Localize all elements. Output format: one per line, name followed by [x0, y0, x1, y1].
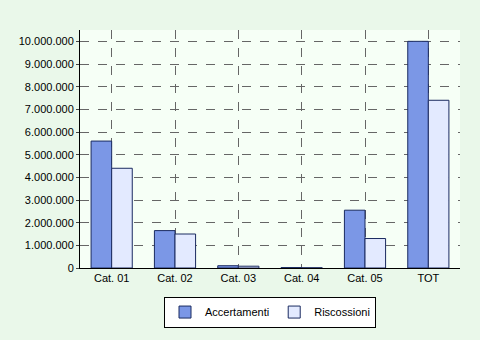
svg-text:Cat. 05: Cat. 05	[347, 272, 382, 284]
svg-text:Cat. 04: Cat. 04	[284, 272, 319, 284]
svg-text:5.000.000: 5.000.000	[25, 149, 74, 161]
svg-text:Cat. 01: Cat. 01	[94, 272, 129, 284]
svg-text:Accertamenti: Accertamenti	[205, 306, 269, 318]
svg-text:10.000.000: 10.000.000	[19, 35, 74, 47]
svg-text:2.000.000: 2.000.000	[25, 217, 74, 229]
svg-text:8.000.000: 8.000.000	[25, 81, 74, 93]
svg-text:6.000.000: 6.000.000	[25, 126, 74, 138]
svg-text:4.000.000: 4.000.000	[25, 171, 74, 183]
svg-text:1.000.000: 1.000.000	[25, 239, 74, 251]
svg-text:Cat. 03: Cat. 03	[221, 272, 256, 284]
svg-text:TOT: TOT	[417, 272, 439, 284]
svg-text:Cat. 02: Cat. 02	[157, 272, 192, 284]
svg-text:Riscossioni: Riscossioni	[314, 306, 370, 318]
svg-text:0: 0	[68, 262, 74, 274]
svg-text:7.000.000: 7.000.000	[25, 103, 74, 115]
svg-text:3.000.000: 3.000.000	[25, 194, 74, 206]
svg-text:9.000.000: 9.000.000	[25, 58, 74, 70]
